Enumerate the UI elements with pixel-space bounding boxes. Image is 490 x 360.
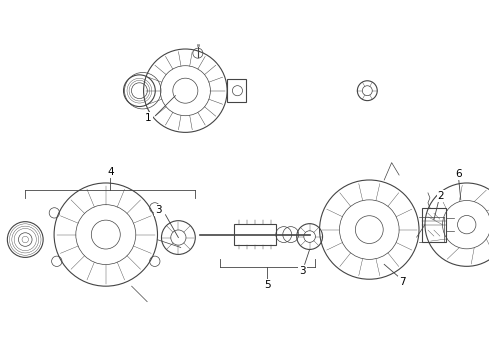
Text: 5: 5 [264, 280, 270, 290]
Bar [234, 224, 276, 246]
Text: 1: 1 [145, 113, 152, 123]
Text: 4: 4 [107, 167, 114, 177]
Text: 2: 2 [438, 191, 444, 201]
Text: 3: 3 [299, 266, 306, 276]
Bar [227, 79, 246, 102]
Bar [422, 208, 446, 242]
Text: 3: 3 [155, 205, 162, 215]
Text: 7: 7 [399, 277, 405, 287]
Text: 6: 6 [456, 169, 462, 179]
